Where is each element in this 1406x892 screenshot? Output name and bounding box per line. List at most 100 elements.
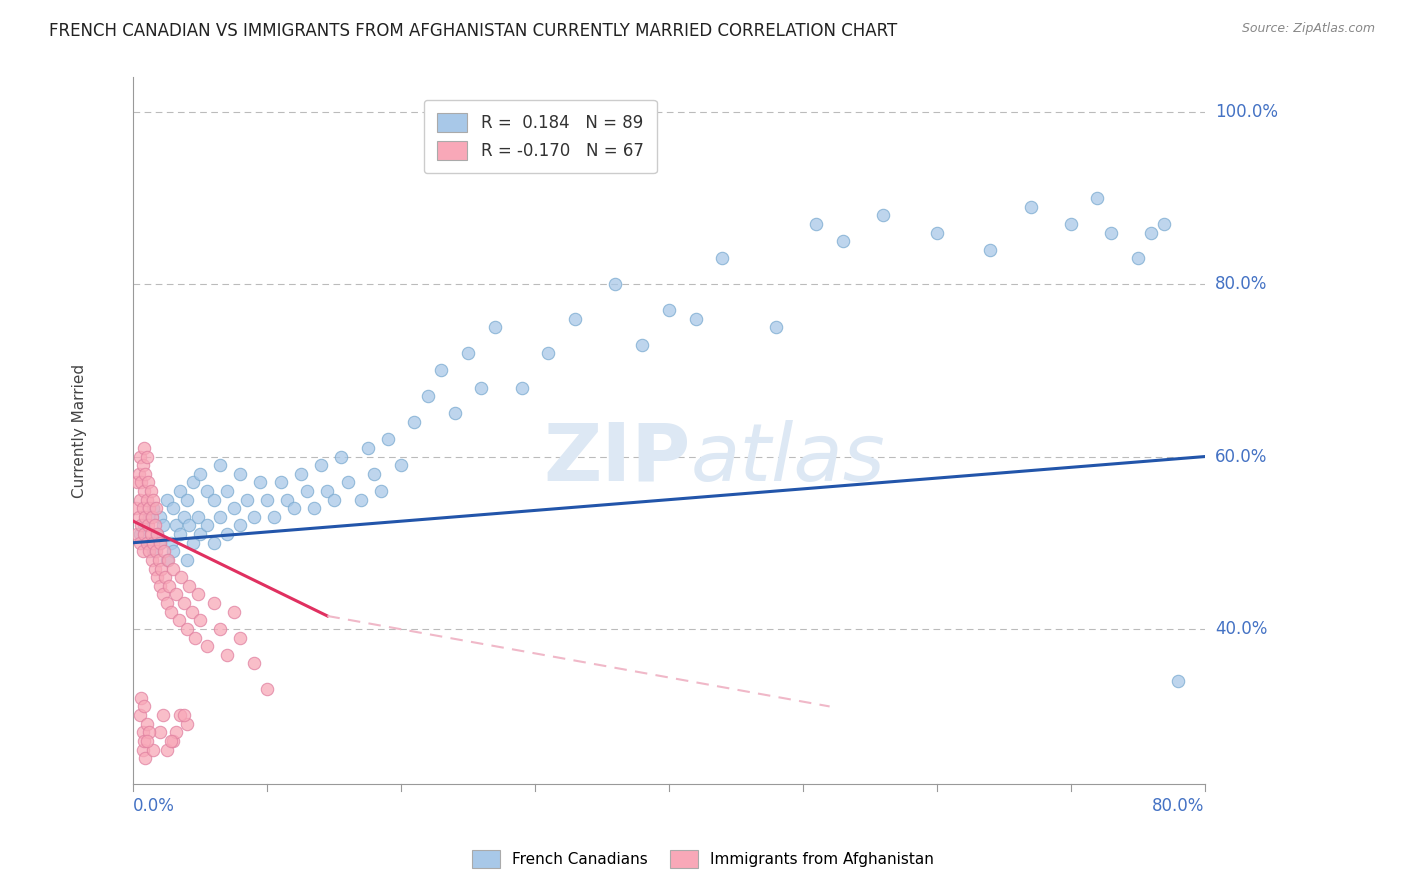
Point xyxy=(136,518,159,533)
Point xyxy=(302,501,325,516)
Point xyxy=(202,492,225,507)
Point xyxy=(162,501,184,516)
Point xyxy=(1087,191,1109,205)
Point xyxy=(236,492,259,507)
Point xyxy=(141,509,163,524)
Point xyxy=(685,311,707,326)
Point xyxy=(146,527,169,541)
Text: 0.0%: 0.0% xyxy=(134,797,176,815)
Point xyxy=(229,631,252,645)
Point xyxy=(209,458,232,473)
Point xyxy=(195,483,218,498)
Point xyxy=(143,561,166,575)
Point xyxy=(1126,252,1149,266)
Point xyxy=(152,587,174,601)
Point xyxy=(156,492,179,507)
Point xyxy=(132,699,155,714)
Point xyxy=(350,492,373,507)
Point xyxy=(1153,217,1175,231)
Text: 60.0%: 60.0% xyxy=(1215,448,1268,466)
Point xyxy=(363,467,385,481)
Point xyxy=(162,544,184,558)
Point xyxy=(141,553,163,567)
Point xyxy=(215,527,238,541)
Point xyxy=(510,381,533,395)
Point xyxy=(263,509,285,524)
Point xyxy=(142,492,165,507)
Text: Source: ZipAtlas.com: Source: ZipAtlas.com xyxy=(1241,22,1375,36)
Point xyxy=(139,483,162,498)
Point xyxy=(142,544,165,558)
Point xyxy=(188,467,211,481)
Point xyxy=(176,492,198,507)
Point xyxy=(159,535,181,549)
Point xyxy=(765,320,787,334)
Point xyxy=(430,363,453,377)
Point xyxy=(184,631,207,645)
Point xyxy=(135,492,157,507)
Point xyxy=(202,535,225,549)
Text: 80.0%: 80.0% xyxy=(1215,276,1268,293)
Point xyxy=(179,579,201,593)
Point xyxy=(129,518,152,533)
Point xyxy=(149,509,172,524)
Point xyxy=(129,450,152,464)
Point xyxy=(156,742,179,756)
Point xyxy=(389,458,412,473)
Point xyxy=(127,527,149,541)
Point xyxy=(925,226,948,240)
Point xyxy=(457,346,479,360)
Point xyxy=(138,501,160,516)
Point xyxy=(186,509,208,524)
Point xyxy=(149,535,172,549)
Point xyxy=(195,639,218,653)
Point xyxy=(165,518,187,533)
Point xyxy=(176,716,198,731)
Point xyxy=(256,682,278,697)
Point xyxy=(179,518,201,533)
Point xyxy=(152,518,174,533)
Point xyxy=(142,535,165,549)
Point xyxy=(329,450,352,464)
Point xyxy=(156,596,179,610)
Point xyxy=(222,605,245,619)
Point xyxy=(242,509,264,524)
Point xyxy=(129,690,152,705)
Point xyxy=(711,252,734,266)
Point xyxy=(131,725,153,739)
Point xyxy=(129,475,152,490)
Point xyxy=(183,475,205,490)
Point xyxy=(370,483,392,498)
Point xyxy=(416,389,439,403)
Point xyxy=(142,742,165,756)
Point xyxy=(138,725,160,739)
Point xyxy=(443,407,465,421)
Point xyxy=(564,311,586,326)
Point xyxy=(979,243,1001,257)
Point xyxy=(256,492,278,507)
Point xyxy=(136,475,159,490)
Point xyxy=(145,501,167,516)
Point xyxy=(145,544,167,558)
Point xyxy=(159,605,181,619)
Point xyxy=(181,605,204,619)
Point xyxy=(188,527,211,541)
Point xyxy=(276,492,298,507)
Point xyxy=(1099,226,1122,240)
Point xyxy=(149,725,172,739)
Point xyxy=(143,518,166,533)
Point xyxy=(129,492,152,507)
Point xyxy=(872,208,894,222)
Point xyxy=(139,527,162,541)
Legend: R =  0.184   N = 89, R = -0.170   N = 67: R = 0.184 N = 89, R = -0.170 N = 67 xyxy=(425,100,657,173)
Point xyxy=(148,553,170,567)
Point xyxy=(242,657,264,671)
Text: 40.0%: 40.0% xyxy=(1215,620,1268,638)
Point xyxy=(153,544,176,558)
Point xyxy=(209,509,232,524)
Point xyxy=(290,467,312,481)
Point xyxy=(134,467,156,481)
Text: atlas: atlas xyxy=(690,420,886,498)
Point xyxy=(832,234,855,248)
Point xyxy=(270,475,292,490)
